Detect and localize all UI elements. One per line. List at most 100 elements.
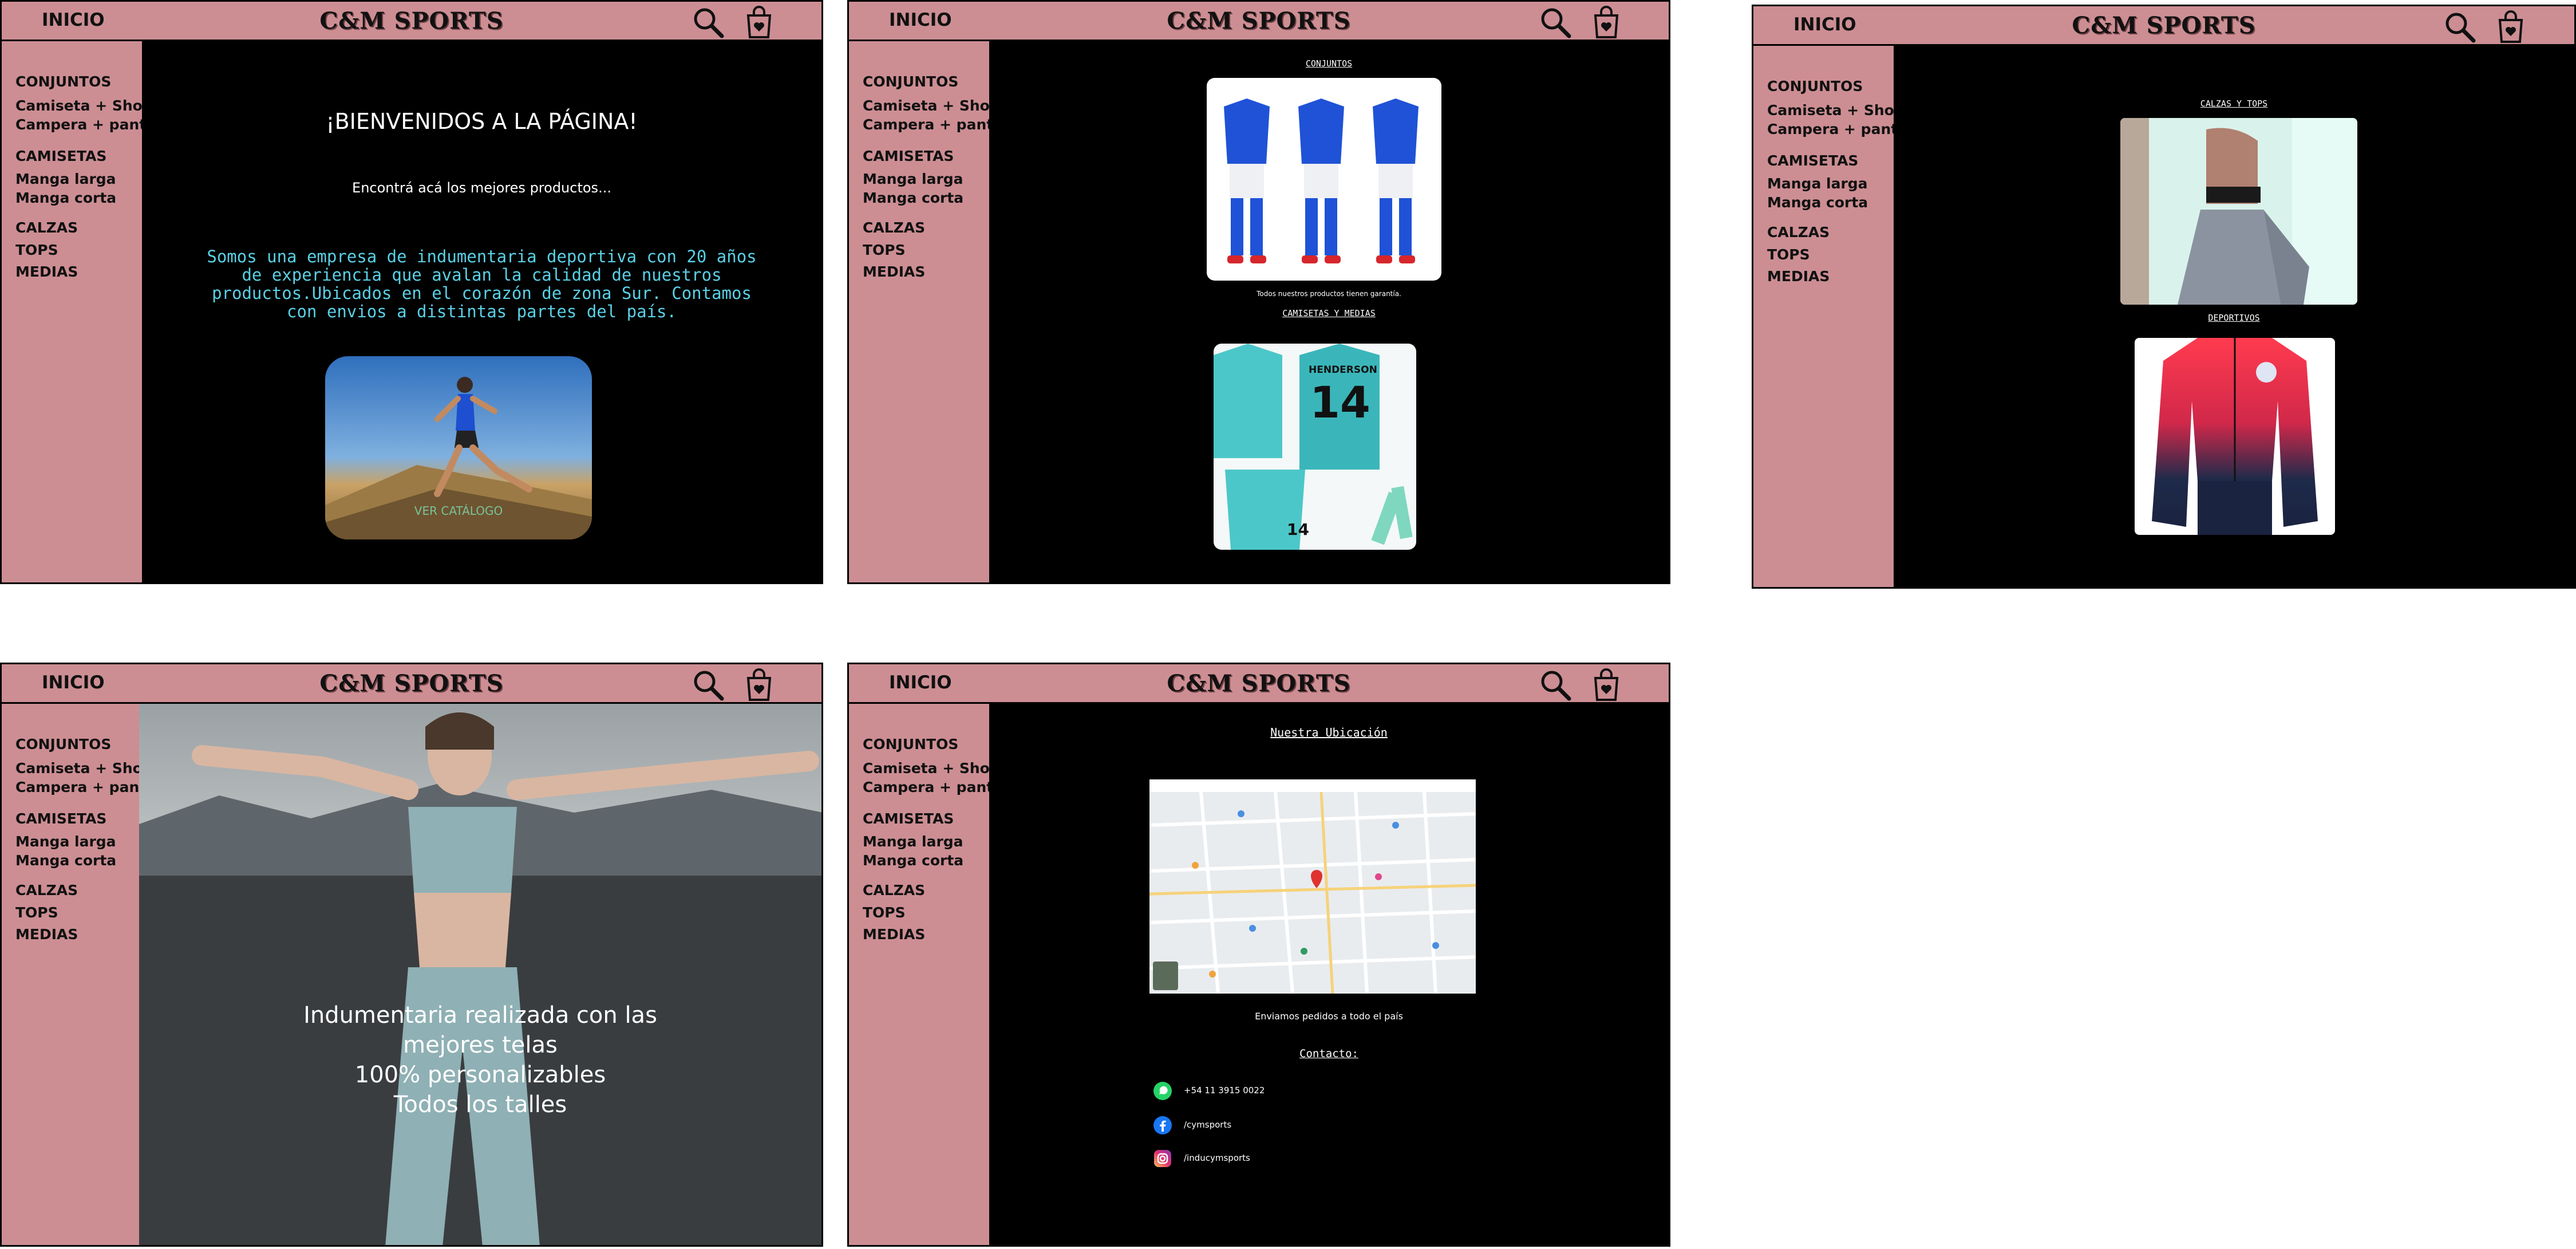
welcome-heading: ¡BIENVENIDOS A LA PÁGINA! <box>326 109 638 134</box>
brand-logo: C&M SPORTS <box>2072 12 2256 39</box>
inicio-link[interactable]: INICIO <box>889 10 952 30</box>
inicio-link[interactable]: INICIO <box>1793 14 1856 35</box>
sidebar-item-manga-corta[interactable]: Manga corta <box>863 852 964 869</box>
product-card-deportivos[interactable] <box>2135 338 2335 535</box>
sidebar-item-campera-pant[interactable]: Campera + pant <box>863 116 994 133</box>
product-card-calzas[interactable] <box>2120 118 2357 305</box>
catalog-button[interactable]: VER CATÁLOGO <box>414 504 503 518</box>
sidebar-item-calzas[interactable]: CALZAS <box>863 219 926 236</box>
sidebar-item-camiseta-short[interactable]: Camiseta + Short <box>15 760 157 777</box>
sidebar-item-camisetas[interactable]: CAMISETAS <box>15 148 107 164</box>
sidebar-item-camisetas[interactable]: CAMISETAS <box>15 810 107 827</box>
shopping-bag-icon[interactable] <box>745 668 773 702</box>
sidebar-item-tops[interactable]: TOPS <box>863 904 906 921</box>
sidebar-item-manga-corta[interactable]: Manga corta <box>1767 194 1868 211</box>
sidebar-item-camisetas[interactable]: CAMISETAS <box>863 810 954 827</box>
sidebar-item-manga-larga[interactable]: Manga larga <box>863 833 963 850</box>
instagram-handle[interactable]: /inducymsports <box>1184 1153 1250 1163</box>
sidebar-item-campera-pant[interactable]: Campera + pant <box>863 779 994 795</box>
sidebar-item-camiseta-short[interactable]: Camiseta + Short <box>863 760 1004 777</box>
section-title-conjuntos: CONJUNTOS <box>1305 58 1353 69</box>
sidebar-item-medias[interactable]: MEDIAS <box>863 263 926 280</box>
sidebar-item-calzas[interactable]: CALZAS <box>15 219 78 236</box>
sidebar-item-conjuntos[interactable]: CONJUNTOS <box>15 73 112 90</box>
header: INICIO C&M SPORTS <box>849 664 1669 704</box>
sidebar-item-camisetas[interactable]: CAMISETAS <box>863 148 954 164</box>
inicio-link[interactable]: INICIO <box>889 672 952 693</box>
sidebar-item-manga-larga[interactable]: Manga larga <box>15 833 116 850</box>
sidebar-item-campera-pant[interactable]: Campera + pant <box>15 779 147 795</box>
main-content: CALZAS Y TOPS DEPORTIVOS <box>1894 46 2574 587</box>
sidebar-item-camiseta-short[interactable]: Camiseta + Short <box>863 97 1004 114</box>
sidebar-item-campera-pant[interactable]: Campera + pant <box>15 116 147 133</box>
sidebar-item-manga-larga[interactable]: Manga larga <box>863 171 963 187</box>
sidebar-item-calzas[interactable]: CALZAS <box>1767 224 1830 241</box>
sidebar-item-camiseta-short[interactable]: Camiseta + Short <box>15 97 157 114</box>
inicio-link[interactable]: INICIO <box>42 10 105 30</box>
contact-title: Contacto: <box>1299 1047 1358 1060</box>
search-icon[interactable] <box>1538 5 1573 40</box>
screen-home: INICIO C&M SPORTS CONJUNTOS Camiseta + S… <box>0 0 823 584</box>
sidebar-item-calzas[interactable]: CALZAS <box>15 882 78 899</box>
screen-features: INICIO C&M SPORTS CONJUNTOS Camiseta + S… <box>0 663 823 1247</box>
sidebar-item-tops[interactable]: TOPS <box>15 904 58 921</box>
feature-line-2: mejores telas <box>403 1032 558 1058</box>
inicio-link[interactable]: INICIO <box>42 672 105 693</box>
sidebar-item-conjuntos[interactable]: CONJUNTOS <box>863 736 959 752</box>
instagram-icon[interactable] <box>1152 1148 1173 1169</box>
sidebar-item-medias[interactable]: MEDIAS <box>15 926 78 943</box>
whatsapp-number[interactable]: +54 11 3915 0022 <box>1184 1085 1265 1096</box>
header: INICIO C&M SPORTS <box>2 664 821 704</box>
sidebar-item-conjuntos[interactable]: CONJUNTOS <box>15 736 112 752</box>
shopping-bag-icon[interactable] <box>1592 5 1621 40</box>
sidebar-item-conjuntos[interactable]: CONJUNTOS <box>863 73 959 90</box>
header: INICIO C&M SPORTS <box>1753 6 2574 46</box>
sidebar-item-manga-larga[interactable]: Manga larga <box>15 171 116 187</box>
sidebar-item-tops[interactable]: TOPS <box>1767 246 1810 263</box>
shopping-bag-icon[interactable] <box>745 5 773 40</box>
search-icon[interactable] <box>691 5 725 40</box>
sidebar: CONJUNTOS Camiseta + Short Campera + pan… <box>2 41 156 582</box>
shipping-note: Enviamos pedidos a todo el país <box>1255 1011 1403 1022</box>
header: INICIO C&M SPORTS <box>849 2 1669 41</box>
feature-line-3: 100% personalizables <box>354 1062 606 1088</box>
sidebar: CONJUNTOS Camiseta + Short Campera + pan… <box>849 704 1003 1245</box>
feature-line-1: Indumentaria realizada con las <box>303 1002 657 1029</box>
hero-photo: Indumentaria realizada con las mejores t… <box>139 704 821 1245</box>
sidebar-item-camisetas[interactable]: CAMISETAS <box>1767 152 1859 169</box>
search-icon[interactable] <box>691 668 725 702</box>
sidebar: CONJUNTOS Camiseta + Short Campera + pan… <box>1753 46 1908 587</box>
location-title: Nuestra Ubicación <box>1270 726 1388 739</box>
sidebar-item-manga-corta[interactable]: Manga corta <box>863 190 964 206</box>
sidebar-item-manga-corta[interactable]: Manga corta <box>15 190 117 206</box>
facebook-icon[interactable] <box>1152 1115 1173 1136</box>
sidebar-item-manga-corta[interactable]: Manga corta <box>15 852 117 869</box>
location-map[interactable] <box>1149 779 1476 994</box>
facebook-handle[interactable]: /cymsports <box>1184 1120 1232 1130</box>
sidebar-item-medias[interactable]: MEDIAS <box>863 926 926 943</box>
main-content: CONJUNTOS <box>989 41 1669 582</box>
sidebar-item-medias[interactable]: MEDIAS <box>15 263 78 280</box>
brand-logo: C&M SPORTS <box>1167 670 1351 697</box>
whatsapp-icon[interactable] <box>1152 1081 1173 1101</box>
sidebar: CONJUNTOS Camiseta + Short Campera + pan… <box>2 704 156 1245</box>
shopping-bag-icon[interactable] <box>2496 10 2525 44</box>
shopping-bag-icon[interactable] <box>1592 668 1621 702</box>
sidebar-item-manga-larga[interactable]: Manga larga <box>1767 175 1868 192</box>
search-icon[interactable] <box>2443 10 2477 44</box>
sidebar-item-tops[interactable]: TOPS <box>15 242 58 258</box>
sidebar-item-medias[interactable]: MEDIAS <box>1767 268 1830 285</box>
sidebar-item-tops[interactable]: TOPS <box>863 242 906 258</box>
sidebar-item-camiseta-short[interactable]: Camiseta + Short <box>1767 102 1909 119</box>
sidebar-item-conjuntos[interactable]: CONJUNTOS <box>1767 78 1863 94</box>
brand-logo: C&M SPORTS <box>319 670 504 697</box>
sidebar-item-calzas[interactable]: CALZAS <box>863 882 926 899</box>
product-card-camisetas[interactable]: HENDERSON 14 14 <box>1214 344 1416 550</box>
sidebar-item-campera-pant[interactable]: Campera + pant <box>1767 121 1898 137</box>
screen-catalog-conjuntos: INICIO C&M SPORTS CONJUNTOS Camiseta + S… <box>847 0 1670 584</box>
shorts-number: 14 <box>1287 520 1309 539</box>
search-icon[interactable] <box>1538 668 1573 702</box>
product-card-conjuntos[interactable] <box>1207 78 1441 281</box>
runner-photo[interactable]: VER CATÁLOGO <box>325 356 592 539</box>
screen-catalog-calzas: INICIO C&M SPORTS CONJUNTOS Camiseta + S… <box>1752 5 2576 589</box>
